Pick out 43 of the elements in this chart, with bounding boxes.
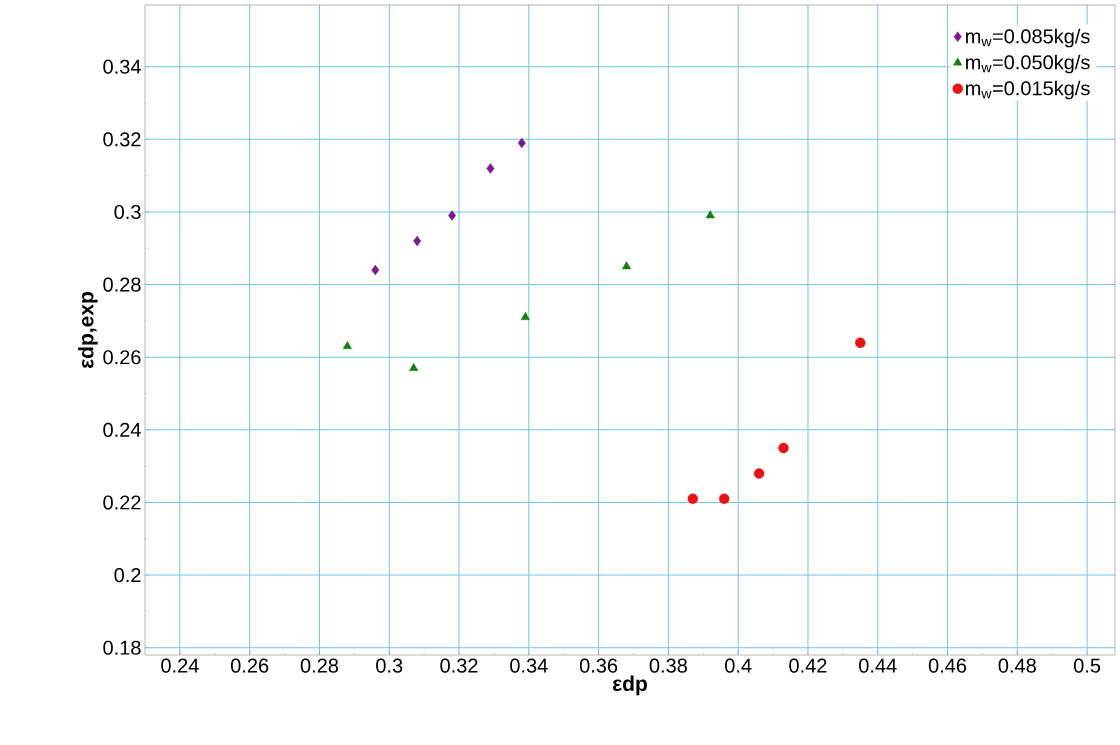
y-tick-label: 0.26 (103, 350, 141, 365)
x-tick-label: 0.3 (376, 658, 403, 673)
x-tick-label: 0.38 (649, 658, 687, 673)
x-tick-label: 0.5 (1073, 658, 1101, 673)
x-tick-label: 0.24 (161, 658, 199, 673)
point (778, 442, 789, 454)
point (753, 468, 765, 479)
y-tick-label: 0.3 (114, 204, 141, 220)
y-axis-title: εdp,exp (78, 292, 98, 369)
x-tick-label: 0.48 (998, 658, 1036, 673)
x-tick-label: 0.28 (300, 658, 339, 673)
x-tick-label: 0.32 (440, 658, 478, 673)
x-tick-label: 0.42 (789, 658, 827, 673)
point (371, 264, 380, 276)
point (687, 493, 699, 505)
point (705, 210, 715, 219)
legend-label: m$_{w}$=0.085kg/s (966, 28, 1090, 48)
x-tick-label: 0.36 (579, 658, 618, 673)
legend-label: m$_{w}$=0.015kg/s (966, 80, 1090, 100)
y-tick-label: 0.18 (103, 640, 141, 655)
x-tick-label: 0.46 (928, 658, 967, 673)
point (520, 312, 530, 320)
point (448, 210, 456, 221)
point (621, 261, 632, 270)
y-tick-label: 0.22 (103, 495, 141, 510)
legend-label: m$_{w}$=0.050kg/s (966, 54, 1090, 74)
x-tick-label: 0.44 (859, 658, 897, 673)
y-tick-label: 0.28 (103, 277, 141, 292)
x-axis-title: εdp (612, 675, 647, 696)
point (855, 337, 866, 348)
x-tick-label: 0.34 (510, 658, 548, 673)
x-tick-label: 0.4 (725, 658, 752, 673)
y-tick-label: 0.34 (103, 59, 141, 74)
y-tick-label: 0.32 (103, 132, 141, 147)
point (413, 235, 422, 247)
point (409, 362, 419, 371)
point (486, 163, 495, 174)
point (517, 137, 526, 149)
x-tick-label: 0.26 (231, 658, 269, 673)
point (719, 493, 730, 505)
y-tick-label: 0.2 (114, 568, 141, 583)
point (342, 341, 352, 350)
y-tick-label: 0.24 (103, 422, 141, 437)
